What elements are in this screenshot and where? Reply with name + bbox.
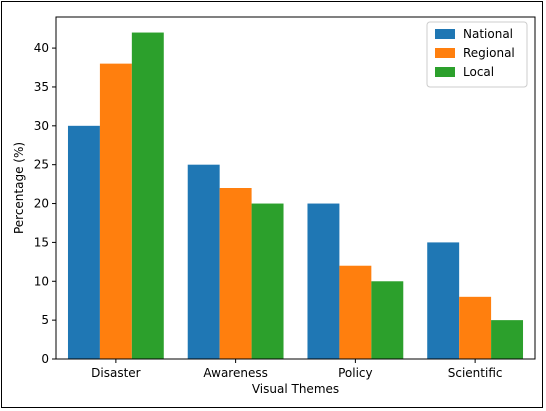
y-tick-label: 25 bbox=[34, 158, 49, 172]
plot-area-border bbox=[55, 16, 536, 360]
bar-national-awareness bbox=[187, 164, 220, 359]
x-tick-label-awareness: Awareness bbox=[203, 366, 267, 380]
legend-swatch-national bbox=[435, 29, 455, 39]
bar-national-policy bbox=[307, 203, 340, 359]
bar-regional-disaster bbox=[99, 63, 132, 360]
bar-regional-awareness bbox=[219, 188, 252, 359]
bar-regional-scientific bbox=[459, 296, 492, 359]
bar-national-scientific bbox=[427, 242, 460, 359]
legend-label-regional: Regional bbox=[463, 46, 515, 60]
y-tick-label: 10 bbox=[34, 274, 49, 288]
x-axis-ticks: Disaster Awareness Policy Scientific bbox=[91, 359, 502, 380]
y-axis-ticks: 0 5 10 15 20 25 30 35 40 bbox=[34, 41, 56, 366]
x-axis-label: Visual Themes bbox=[252, 382, 339, 396]
y-tick-label: 15 bbox=[34, 235, 49, 249]
bars-group bbox=[67, 32, 524, 360]
bar-national-disaster bbox=[67, 125, 100, 360]
legend-swatch-local bbox=[435, 67, 455, 77]
x-tick-label-disaster: Disaster bbox=[91, 366, 141, 380]
y-tick-label: 35 bbox=[34, 80, 49, 94]
y-tick-label: 20 bbox=[34, 197, 49, 211]
legend-label-national: National bbox=[463, 27, 513, 41]
legend: National Regional Local bbox=[426, 21, 528, 88]
y-tick-label: 30 bbox=[34, 119, 49, 133]
y-axis-label: Percentage (%) bbox=[12, 142, 26, 234]
bar-regional-policy bbox=[339, 265, 372, 359]
y-tick-label: 0 bbox=[41, 352, 49, 366]
x-tick-label-policy: Policy bbox=[338, 366, 373, 380]
bar-local-disaster bbox=[131, 32, 164, 359]
legend-label-local: Local bbox=[463, 65, 494, 79]
y-tick-label: 40 bbox=[34, 41, 49, 55]
y-tick-label: 5 bbox=[41, 313, 49, 327]
bar-local-policy bbox=[371, 281, 404, 359]
legend-swatch-regional bbox=[435, 48, 455, 58]
bar-local-scientific bbox=[491, 320, 524, 359]
x-tick-label-scientific: Scientific bbox=[448, 366, 503, 380]
bar-local-awareness bbox=[251, 203, 284, 359]
